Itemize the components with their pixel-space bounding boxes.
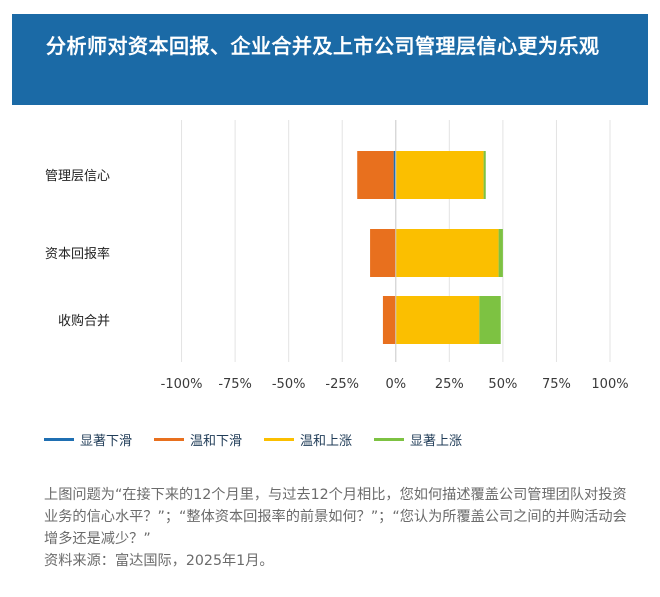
source-note: 资料来源：富达国际，2025年1月。 — [44, 553, 274, 569]
x-tick-label: -25% — [325, 377, 359, 392]
footnote: 上图问题为“在接下来的12个月里，与过去12个月相比，您如何描述覆盖公司管理团队… — [44, 484, 634, 572]
bar-segment — [395, 296, 480, 344]
bar-segment — [357, 151, 394, 199]
chart-title: 分析师对资本回报、企业合并及上市公司管理层信心更为乐观 — [46, 34, 600, 58]
category-label: 收购合并 — [58, 313, 110, 329]
category-label: 管理层信心 — [45, 169, 110, 184]
legend-item-major-rise: 显著上涨 — [374, 430, 462, 449]
legend-swatch — [374, 437, 405, 441]
legend-swatch — [154, 437, 185, 441]
bar-segment — [393, 151, 396, 199]
question-note: 上图问题为“在接下来的12个月里，与过去12个月相比，您如何描述覆盖公司管理团队… — [44, 487, 627, 547]
legend-swatch — [264, 437, 295, 441]
legend-label: 温和下滑 — [190, 433, 243, 449]
x-tick-label: 25% — [435, 377, 464, 392]
x-tick-label: 50% — [488, 377, 517, 392]
bar-segment — [483, 151, 486, 199]
x-tick-label: 100% — [591, 377, 628, 392]
legend-label: 显著上涨 — [410, 433, 463, 449]
bar-segment — [395, 151, 484, 199]
x-tick-label: 0% — [385, 377, 406, 392]
diverging-bar-chart: -100% -75% -50% -25% 0% 25% 50% 75% 100% 管理层信心资本回… — [45, 120, 629, 392]
bar-segment — [498, 229, 503, 277]
category-label: 资本回报率 — [45, 246, 110, 262]
bar-segment — [479, 296, 501, 344]
bar-segment — [370, 229, 396, 277]
legend-item-major-decline: 显著下滑 — [44, 430, 132, 449]
x-tick-label: -100% — [161, 377, 203, 392]
legend-item-moderate-decline: 温和下滑 — [154, 430, 242, 449]
bar-segment — [395, 229, 499, 277]
x-tick-label: -50% — [272, 377, 306, 392]
legend-item-moderate-rise: 温和上涨 — [264, 430, 352, 449]
x-tick-label: -75% — [218, 377, 252, 392]
x-tick-label: 75% — [542, 377, 571, 392]
legend-swatch — [44, 437, 74, 441]
legend: 显著下滑 温和下滑 温和上涨 显著上涨 — [44, 429, 484, 449]
bar-segment — [382, 296, 396, 344]
title-banner: 分析师对资本回报、企业合并及上市公司管理层信心更为乐观 — [12, 14, 648, 105]
legend-label: 显著下滑 — [80, 433, 133, 449]
legend-label: 温和上涨 — [300, 433, 353, 449]
